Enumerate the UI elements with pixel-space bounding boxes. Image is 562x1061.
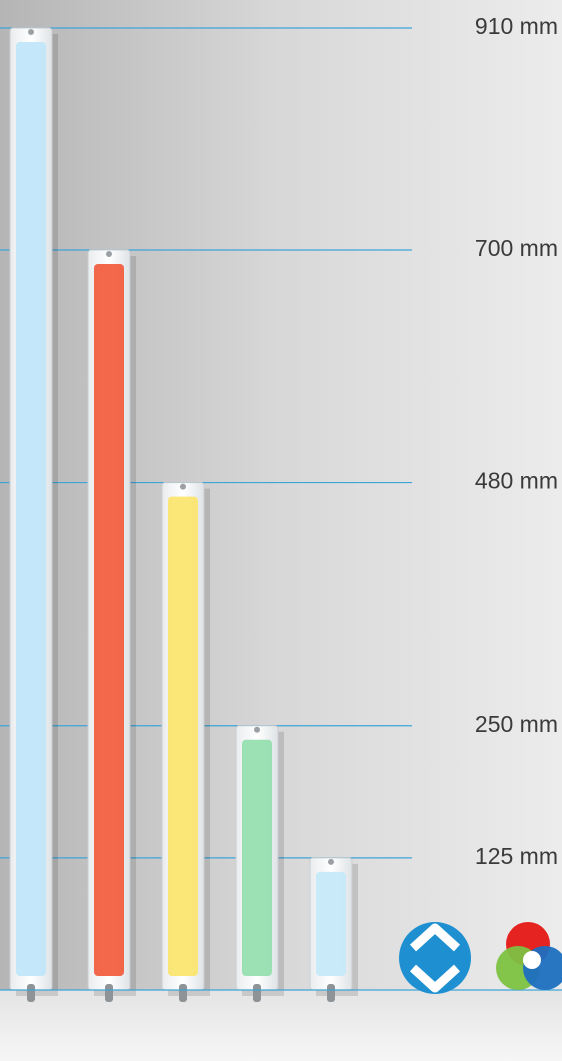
- bar-notch: [106, 251, 112, 257]
- y-tick-label: 480 mm: [475, 468, 558, 494]
- bar-glow: [316, 872, 346, 976]
- y-tick-label: 125 mm: [475, 843, 558, 869]
- y-tick-label: 250 mm: [475, 711, 558, 737]
- bar-glow: [242, 740, 272, 976]
- bar-notch: [180, 484, 186, 490]
- y-tick-label: 700 mm: [475, 235, 558, 261]
- bar-glow: [16, 42, 46, 976]
- bar-notch: [254, 727, 260, 733]
- bar-glow: [94, 264, 124, 976]
- dimming-icon: [399, 922, 471, 994]
- bar-connector: [327, 984, 335, 1002]
- bar-notch: [328, 859, 334, 865]
- floor: [0, 990, 562, 1061]
- bar-connector: [105, 984, 113, 1002]
- bar-connector: [179, 984, 187, 1002]
- bar-glow: [168, 497, 198, 976]
- bar-connector: [253, 984, 261, 1002]
- bar-connector: [27, 984, 35, 1002]
- chart: 910 mm 700 mm 480 mm 250 mm 125 mm: [0, 0, 562, 1061]
- y-tick-label: 910 mm: [475, 13, 558, 39]
- bar-notch: [28, 29, 34, 35]
